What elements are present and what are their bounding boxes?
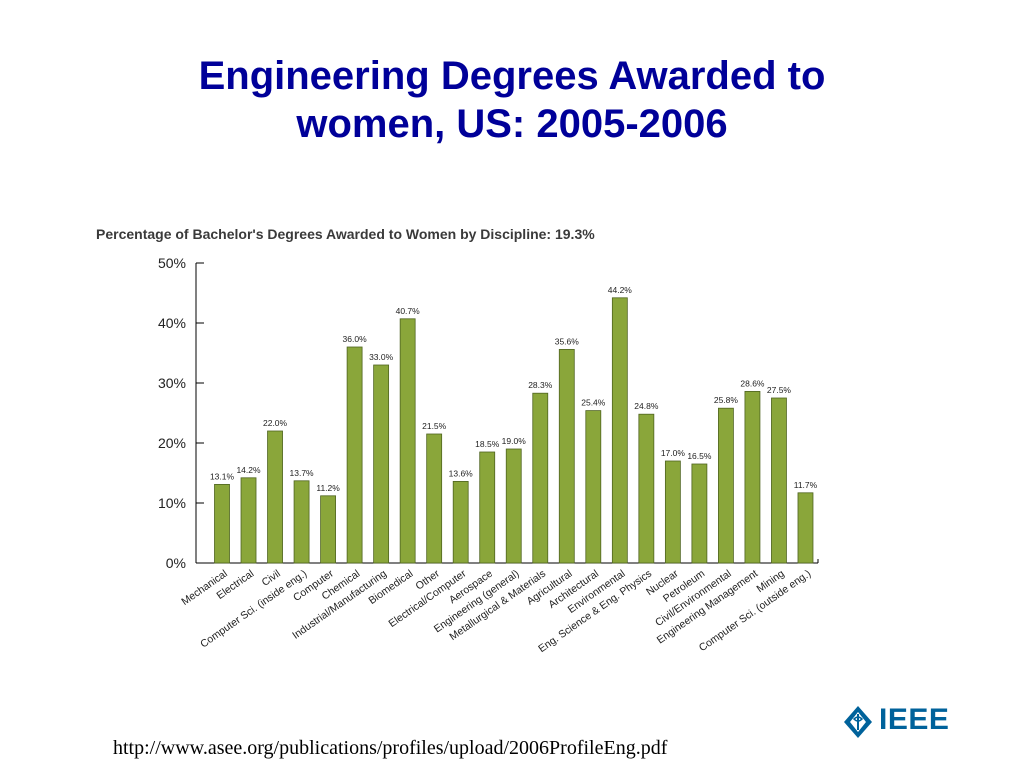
bar-value-label: 19.0%: [502, 436, 527, 446]
bar: [346, 346, 363, 564]
bar: [718, 407, 734, 564]
bar-value-label: 25.8%: [714, 395, 739, 405]
bar-value-label: 28.6%: [740, 378, 765, 388]
bar: [664, 460, 681, 564]
bar: [797, 492, 814, 564]
bar: [426, 433, 443, 564]
bar: [771, 397, 787, 564]
bar-value-label: 44.2%: [608, 285, 633, 295]
bar-value-label: 24.8%: [634, 401, 659, 411]
bar: [532, 392, 549, 564]
bar-value-label: 25.4%: [581, 398, 606, 408]
slide-title-line-1: Engineering Degrees Awarded to: [198, 54, 826, 98]
slide-title-line-2: women, US: 2005-2006: [296, 102, 728, 146]
bar: [479, 451, 496, 564]
bar-value-label: 35.6%: [555, 336, 580, 346]
chart-value-labels: 13.1%14.2% 22.0% 13.7%11.2% 36.0%33.0% 40.7%…: [210, 285, 818, 493]
bar: [240, 477, 257, 564]
ieee-logo: [844, 706, 872, 738]
bar-value-label: 11.2%: [316, 483, 340, 493]
chart-title: Percentage of Bachelor's Degrees Awarded…: [96, 226, 595, 242]
bar-value-label: 17.0%: [661, 448, 686, 458]
bar: [399, 318, 416, 564]
bar-value-label: 22.0%: [263, 418, 288, 428]
bar: [638, 413, 655, 564]
bar-value-label: 36.0%: [343, 334, 368, 344]
bar: [585, 410, 602, 564]
bar-value-label: 18.5%: [475, 439, 500, 449]
bar: [505, 448, 522, 564]
bar-value-label: 13.1%: [210, 471, 235, 481]
bar-value-label: 28.3%: [528, 380, 553, 390]
y-tick-label: 10%: [158, 495, 186, 511]
bar: [691, 463, 708, 564]
bar-value-label: 13.7%: [290, 468, 315, 478]
bar: [744, 390, 761, 564]
bar: [293, 480, 310, 564]
bar-value-label: 13.6%: [449, 468, 474, 478]
bar: [452, 480, 469, 564]
bar-value-label: 27.5%: [767, 385, 792, 395]
y-tick-label: 0%: [166, 555, 186, 571]
bar: [267, 430, 283, 564]
bar: [558, 348, 575, 564]
bar-chart: Percentage of Bachelor's Degrees Awarded…: [96, 226, 819, 655]
bar-value-label: 33.0%: [369, 352, 394, 362]
bar: [214, 483, 230, 564]
bar: [373, 364, 390, 564]
bar-value-label: 40.7%: [396, 306, 421, 316]
bar: [320, 495, 336, 564]
bar-value-label: 16.5%: [687, 451, 712, 461]
slide-title: Engineering Degrees Awarded to women, US…: [0, 52, 1024, 148]
source-url[interactable]: http://www.asee.org/publications/profile…: [113, 737, 668, 759]
chart-bars: [214, 297, 814, 564]
bar: [611, 297, 628, 564]
y-tick-label: 40%: [158, 315, 186, 331]
y-tick-label: 20%: [158, 435, 186, 451]
bar-value-label: 21.5%: [422, 421, 447, 431]
ieee-logo-text: IEEE: [879, 703, 950, 736]
ieee-diamond-icon: [844, 706, 872, 738]
bar-value-label: 11.7%: [794, 480, 818, 490]
bar-value-label: 14.2%: [236, 465, 261, 475]
y-tick-label: 50%: [158, 255, 186, 271]
y-tick-label: 30%: [158, 375, 186, 391]
chart-axes: 0% 10% 20% 30% 40% 50%: [158, 255, 819, 571]
